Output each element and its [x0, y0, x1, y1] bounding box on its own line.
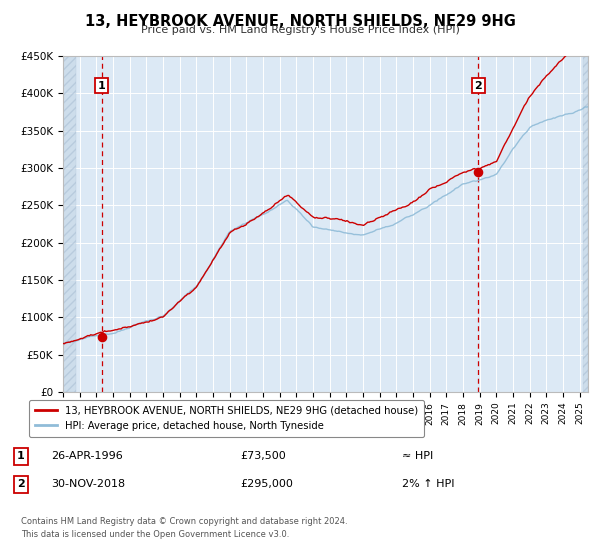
Text: 30-NOV-2018: 30-NOV-2018 [51, 479, 125, 489]
Text: 1: 1 [98, 81, 106, 91]
Text: ≈ HPI: ≈ HPI [402, 451, 433, 461]
Text: Contains HM Land Registry data © Crown copyright and database right 2024.: Contains HM Land Registry data © Crown c… [21, 517, 347, 526]
Text: 13, HEYBROOK AVENUE, NORTH SHIELDS, NE29 9HG: 13, HEYBROOK AVENUE, NORTH SHIELDS, NE29… [85, 14, 515, 29]
Point [97, 333, 106, 342]
Legend: 13, HEYBROOK AVENUE, NORTH SHIELDS, NE29 9HG (detached house), HPI: Average pric: 13, HEYBROOK AVENUE, NORTH SHIELDS, NE29… [29, 400, 424, 437]
Text: This data is licensed under the Open Government Licence v3.0.: This data is licensed under the Open Gov… [21, 530, 289, 539]
Text: Price paid vs. HM Land Registry's House Price Index (HPI): Price paid vs. HM Land Registry's House … [140, 25, 460, 35]
Text: 26-APR-1996: 26-APR-1996 [51, 451, 123, 461]
Text: 1: 1 [17, 451, 25, 461]
Text: £73,500: £73,500 [240, 451, 286, 461]
Bar [63, 56, 76, 392]
Text: 2% ↑ HPI: 2% ↑ HPI [402, 479, 455, 489]
Text: 2: 2 [475, 81, 482, 91]
Text: 2: 2 [17, 479, 25, 489]
Text: £295,000: £295,000 [240, 479, 293, 489]
Point [473, 167, 483, 176]
Bar [583, 56, 588, 392]
